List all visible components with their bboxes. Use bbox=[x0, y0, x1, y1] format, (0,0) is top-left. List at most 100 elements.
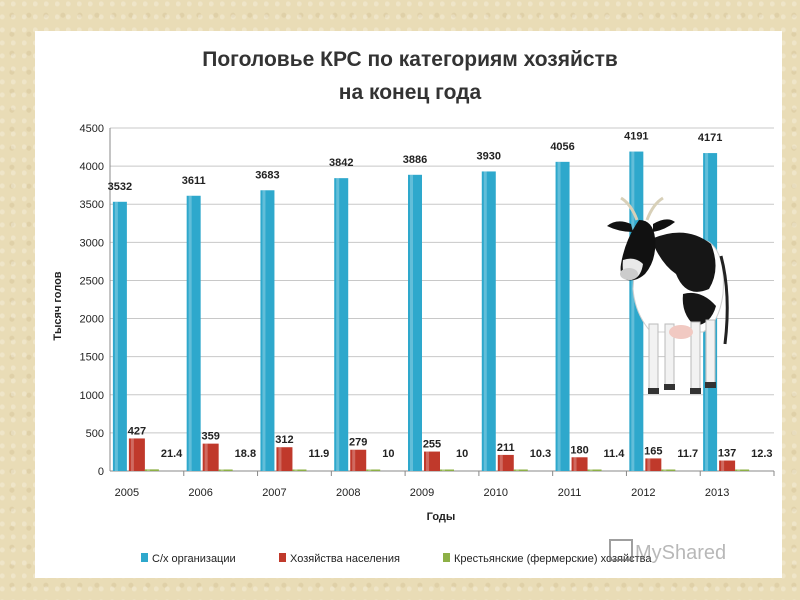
data-label-farms: 11.9 bbox=[308, 448, 329, 460]
x-tick-label: 2007 bbox=[262, 487, 286, 499]
bar-households bbox=[202, 443, 219, 471]
x-tick-labels: 2005 2006 2007 2008 2009 2010 2011 2012 2013 bbox=[115, 487, 730, 499]
x-tick-label: 2008 bbox=[336, 487, 360, 499]
bar-highlight bbox=[557, 161, 561, 472]
gridlines bbox=[109, 127, 775, 476]
data-label-farms: 12.3 bbox=[751, 448, 772, 460]
data-label-farms: 10.3 bbox=[530, 448, 551, 460]
data-label-org: 3683 bbox=[255, 169, 279, 181]
y-tick-label: 3000 bbox=[80, 237, 104, 249]
data-label-households: 180 bbox=[570, 444, 588, 456]
bar-households bbox=[497, 454, 514, 471]
bar-highlight bbox=[294, 469, 298, 471]
bar-households bbox=[128, 438, 145, 471]
bar-highlight bbox=[410, 174, 413, 471]
data-label-farms: 18.8 bbox=[235, 448, 256, 460]
data-label-farms: 10 bbox=[382, 448, 394, 460]
y-tick-label: 500 bbox=[86, 428, 104, 440]
data-label-org: 4056 bbox=[550, 141, 574, 153]
bars bbox=[112, 151, 750, 472]
bar-highlight bbox=[368, 469, 372, 471]
bar-households bbox=[719, 460, 736, 471]
bar-highlight bbox=[737, 469, 741, 471]
bar-highlight bbox=[262, 190, 266, 471]
x-tick-label: 2012 bbox=[631, 487, 655, 499]
bar-highlight bbox=[426, 451, 429, 471]
bar-households bbox=[645, 458, 662, 471]
data-label-farms: 11.4 bbox=[604, 448, 626, 460]
legend-label-org: С/х организации bbox=[152, 553, 236, 565]
chart-title-line-1: Поголовье КРС по категориям хозяйств bbox=[202, 48, 618, 71]
data-label-farms: 11.7 bbox=[677, 448, 698, 460]
bar-highlight bbox=[352, 449, 356, 471]
bar-highlight bbox=[114, 201, 118, 471]
bar-farms bbox=[661, 469, 676, 471]
y-tick-labels: 0 500 1000 1500 2000 2500 3000 3500 4000 4500 bbox=[80, 123, 104, 478]
data-label-households: 137 bbox=[718, 448, 736, 460]
data-labels: 3532 427 21.4 3611 359 18.8 3683 312 11.9 3842 279… bbox=[108, 131, 773, 460]
bar-highlight bbox=[188, 195, 192, 472]
data-label-households: 211 bbox=[497, 442, 515, 454]
bar-highlight bbox=[483, 171, 487, 472]
bar-org bbox=[334, 178, 349, 471]
bar-highlight bbox=[499, 454, 503, 471]
data-label-households: 255 bbox=[423, 439, 441, 451]
bar-highlight bbox=[631, 151, 635, 471]
data-label-org: 4191 bbox=[624, 131, 648, 143]
data-label-households: 359 bbox=[201, 431, 219, 443]
bar-highlight bbox=[220, 469, 224, 471]
bar-households bbox=[350, 449, 367, 471]
data-label-farms: 10 bbox=[456, 448, 468, 460]
data-label-org: 4171 bbox=[698, 132, 722, 144]
bar-highlight bbox=[204, 443, 208, 471]
bar-org bbox=[481, 171, 496, 472]
bar-households bbox=[276, 447, 293, 471]
bar-highlight bbox=[663, 469, 667, 471]
data-label-households: 427 bbox=[128, 425, 146, 437]
bar-farms bbox=[513, 469, 528, 471]
x-axis-label: Годы bbox=[427, 511, 456, 523]
cow-image bbox=[607, 196, 729, 394]
bar-highlight bbox=[589, 469, 593, 471]
y-tick-label: 3500 bbox=[80, 199, 104, 211]
bar-farms bbox=[292, 469, 307, 471]
data-label-org: 3842 bbox=[329, 157, 353, 169]
y-tick-label: 4500 bbox=[80, 123, 104, 135]
data-label-households: 279 bbox=[349, 437, 367, 449]
y-tick-label: 1500 bbox=[80, 352, 104, 364]
data-label-households: 165 bbox=[644, 445, 662, 457]
x-tick-label: 2013 bbox=[705, 487, 729, 499]
legend: С/х организации Хозяйства населения Крес… bbox=[141, 553, 652, 565]
x-tick-label: 2011 bbox=[558, 487, 582, 499]
watermark-text: MyShared bbox=[635, 542, 726, 564]
x-tick-label: 2005 bbox=[115, 487, 139, 499]
bar-highlight bbox=[336, 178, 340, 471]
bar-households bbox=[424, 451, 440, 471]
x-tick-label: 2010 bbox=[484, 487, 508, 499]
x-tick-label: 2006 bbox=[188, 487, 212, 499]
chart-title-line-2: на конец года bbox=[339, 81, 482, 104]
legend-swatch-farms bbox=[443, 553, 450, 562]
data-label-org: 3930 bbox=[477, 150, 501, 162]
legend-label-farms: Крестьянские (фермерские) хозяйства bbox=[454, 553, 652, 565]
legend-swatch-org bbox=[141, 553, 148, 562]
y-tick-label: 2500 bbox=[80, 275, 104, 287]
watermark-icon bbox=[609, 539, 633, 561]
bar-org bbox=[186, 195, 201, 472]
bar-org bbox=[112, 201, 127, 471]
data-label-org: 3532 bbox=[108, 181, 132, 193]
bar-highlight bbox=[515, 469, 519, 471]
bar-org bbox=[408, 174, 422, 471]
bar-farms bbox=[366, 469, 381, 471]
legend-label-households: Хозяйства населения bbox=[290, 553, 400, 565]
bar-households bbox=[571, 457, 588, 471]
bar-highlight bbox=[647, 458, 651, 471]
bar-highlight bbox=[442, 469, 445, 471]
bar-org bbox=[555, 161, 570, 472]
data-label-org: 3886 bbox=[403, 154, 427, 166]
bar-farms bbox=[144, 469, 159, 471]
bar-farms bbox=[587, 469, 602, 471]
bar-highlight bbox=[721, 460, 725, 471]
data-label-households: 312 bbox=[275, 434, 293, 446]
bar-highlight bbox=[130, 438, 134, 471]
